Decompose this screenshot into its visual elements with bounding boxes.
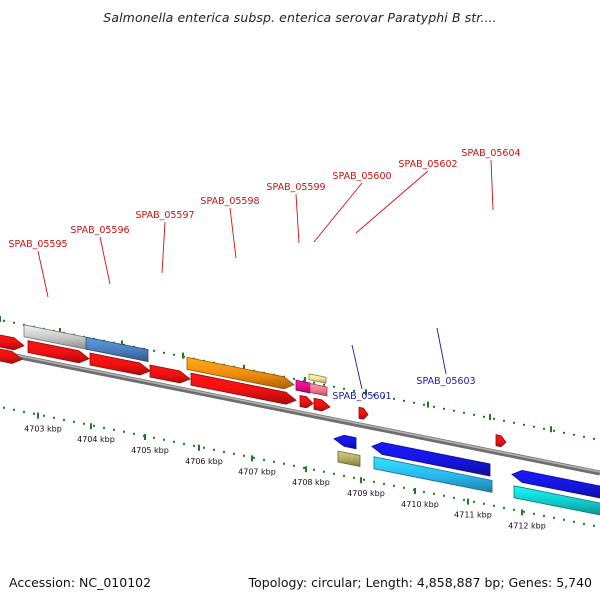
gene-feature-khaki bbox=[337, 450, 361, 467]
gene-feature-steelblue bbox=[85, 336, 149, 363]
gene-arrow-reverse bbox=[371, 441, 491, 477]
gene-arrow-forward bbox=[495, 434, 507, 448]
gene-label-top: SPAB_05604 bbox=[461, 148, 520, 159]
accession-text: Accession: NC_010102 bbox=[9, 575, 152, 590]
genome-summary-text: Topology: circular; Length: 4,858,887 bp… bbox=[248, 575, 592, 590]
gene-feature-cyan bbox=[513, 485, 600, 516]
gene-arrow-forward bbox=[358, 406, 369, 420]
gene-arrow-forward bbox=[89, 352, 151, 376]
kbp-label: 4703 kbp bbox=[24, 425, 62, 434]
gene-feature-magenta bbox=[295, 379, 311, 394]
gene-label-leader bbox=[295, 193, 300, 244]
gene-label-bottom: SPAB_05601 bbox=[332, 391, 391, 402]
gene-label-top: SPAB_05596 bbox=[70, 225, 129, 236]
gene-feature-orange bbox=[186, 356, 295, 390]
gene-feature-beige bbox=[308, 373, 327, 384]
gene-arrow-forward bbox=[313, 397, 331, 412]
gene-label-top: SPAB_05600 bbox=[332, 171, 391, 182]
gene-feature-skyblue bbox=[373, 456, 493, 493]
gene-label-leader bbox=[355, 170, 429, 234]
gene-label-top: SPAB_05599 bbox=[266, 182, 325, 193]
gene-label-leader bbox=[161, 221, 166, 274]
gene-label-leader bbox=[37, 250, 49, 298]
gene-arrow-forward bbox=[27, 340, 90, 364]
kbp-label: 4707 kbp bbox=[238, 467, 276, 476]
gene-arrow-reverse bbox=[511, 469, 600, 499]
gene-label-leader bbox=[490, 159, 494, 211]
gene-arrow-forward bbox=[190, 372, 297, 405]
gene-label-bottom: SPAB_05603 bbox=[416, 376, 475, 387]
gene-label-top: SPAB_05598 bbox=[200, 196, 259, 207]
gene-label-leader bbox=[436, 327, 447, 375]
gene-arrow-forward bbox=[299, 395, 314, 409]
gene-label-top: SPAB_05597 bbox=[135, 210, 194, 221]
gene-label-leader bbox=[99, 236, 111, 285]
gene-label-top: SPAB_05595 bbox=[8, 239, 67, 250]
gene-label-top: SPAB_05602 bbox=[398, 159, 457, 170]
gene-arrow-forward bbox=[149, 364, 191, 384]
kbp-label: 4708 kbp bbox=[292, 478, 330, 487]
kbp-label: 4705 kbp bbox=[131, 446, 169, 455]
kbp-label: 4709 kbp bbox=[347, 489, 385, 498]
kbp-label: 4706 kbp bbox=[185, 457, 223, 466]
gene-label-leader bbox=[229, 207, 237, 259]
kbp-label: 4710 kbp bbox=[401, 500, 439, 509]
kbp-label: 4704 kbp bbox=[77, 435, 115, 444]
gene-feature-pink bbox=[309, 383, 328, 397]
kbp-label: 4711 kbp bbox=[454, 511, 492, 520]
gene-arrow-forward bbox=[0, 348, 23, 364]
gene-label-leader bbox=[351, 344, 363, 390]
kbp-label: 4712 kbp bbox=[508, 521, 546, 530]
map-title: Salmonella enterica subsp. enterica sero… bbox=[103, 10, 497, 25]
genome-backbone bbox=[0, 350, 600, 476]
gene-arrow-forward bbox=[0, 334, 25, 351]
gene-arrow-reverse bbox=[333, 434, 357, 450]
genome-backbone-highlight bbox=[0, 351, 600, 473]
gene-label-leader bbox=[313, 182, 363, 243]
